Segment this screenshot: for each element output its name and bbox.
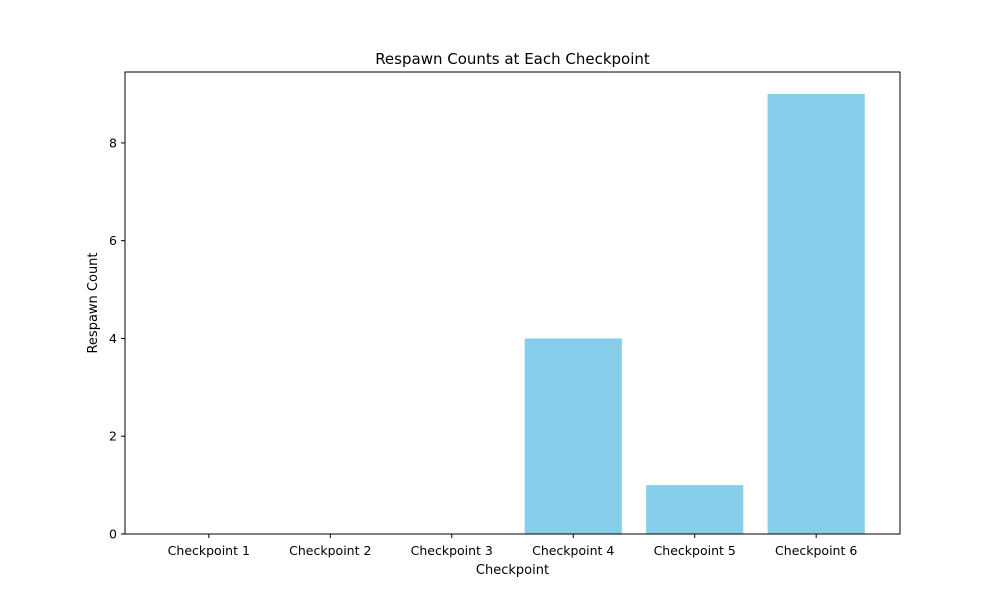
plot-area-frame [124, 71, 901, 535]
y-axis-ticks: 0 2 4 6 8 [109, 135, 125, 542]
x-tick-label: Checkpoint 2 [289, 543, 371, 558]
y-tick-label: 6 [109, 233, 117, 248]
x-tick-label: Checkpoint 1 [168, 543, 250, 558]
x-tick-label: Checkpoint 3 [411, 543, 493, 558]
bars-group [524, 94, 865, 534]
x-axis-label: Checkpoint [476, 563, 549, 578]
y-tick-label: 0 [109, 527, 117, 542]
y-tick-label: 2 [109, 429, 117, 444]
x-tick-label: Checkpoint 6 [775, 543, 857, 558]
y-axis-label: Respawn Count [86, 252, 101, 353]
y-tick-label: 8 [109, 135, 117, 150]
chart-title: Respawn Counts at Each Checkpoint [375, 50, 650, 68]
x-tick-label: Checkpoint 4 [532, 543, 614, 558]
x-tick-label: Checkpoint 5 [654, 543, 736, 558]
bar-5 [646, 485, 744, 534]
y-tick-label: 4 [109, 331, 117, 346]
bar-6 [767, 94, 865, 534]
x-axis-ticks: Checkpoint 1 Checkpoint 2 Checkpoint 3 Chec… [168, 534, 857, 558]
bar-4 [524, 338, 622, 534]
